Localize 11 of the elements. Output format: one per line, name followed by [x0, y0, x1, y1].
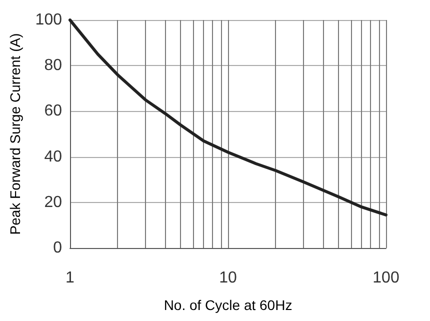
- y-tick-label: 20: [44, 194, 62, 211]
- y-tick-label: 100: [35, 12, 62, 28]
- x-tick-label: 100: [372, 270, 400, 286]
- y-tick-label: 80: [44, 57, 62, 74]
- y-tick-label: 40: [44, 148, 62, 166]
- y-axis-title: Peak Forward Surge Current (A): [7, 33, 23, 235]
- x-tick-label: 10: [219, 270, 237, 286]
- y-tick-label: 0: [53, 240, 62, 256]
- x-tick-label: 1: [66, 270, 75, 286]
- x-axis-title: No. of Cycle at 60Hz: [164, 297, 292, 313]
- y-tick-label: 60: [44, 102, 62, 120]
